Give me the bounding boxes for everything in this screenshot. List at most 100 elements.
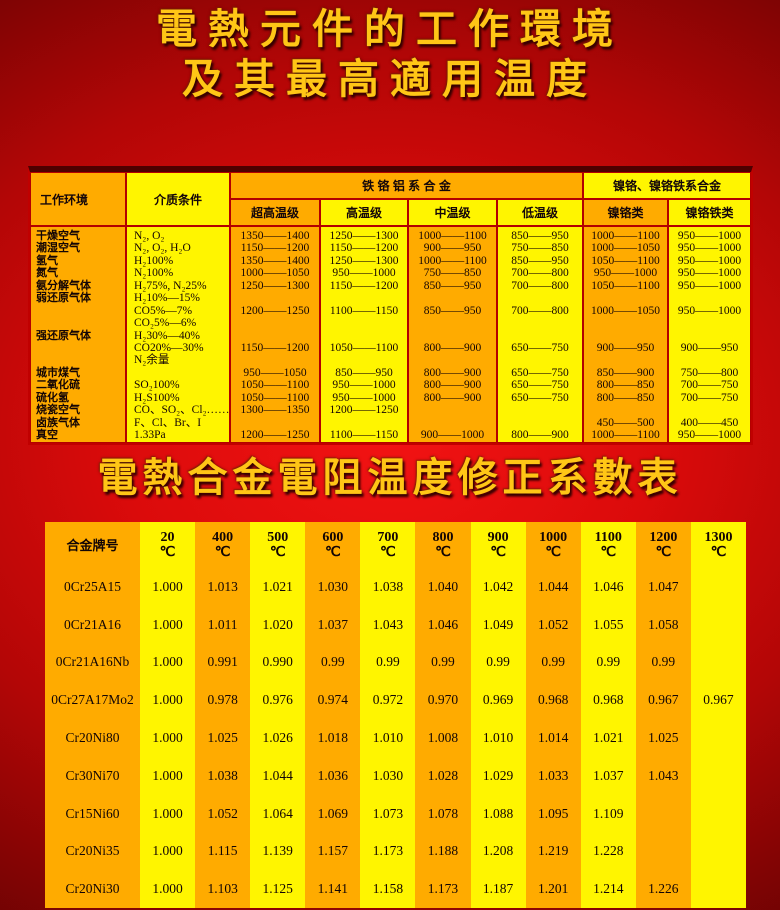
env-table-cell: 氨分解气体 xyxy=(36,279,91,292)
env-table-cell: N₂100% xyxy=(134,267,174,280)
coefficient-table-title: 電熱合金電阻温度修正系數表 xyxy=(97,454,683,501)
coeff-table-cell: 0.99 xyxy=(360,643,416,682)
env-table-cell xyxy=(231,292,319,304)
env-table-cell xyxy=(498,330,582,342)
env-table-cell: 950——1000 xyxy=(677,279,742,292)
env-table-cell: 氢气 xyxy=(36,254,58,267)
env-table-cell xyxy=(498,354,582,366)
coeff-table-cell: 1.115 xyxy=(195,832,251,871)
coeff-table-cell: 1.000 xyxy=(140,605,196,644)
env-table-cell: 1250——1300 xyxy=(329,254,399,267)
env-table-cell xyxy=(498,404,582,416)
coeff-table-cell xyxy=(690,756,746,795)
env-table-cell: 950——1000 xyxy=(677,304,742,317)
coeff-table-cell: 1.020 xyxy=(250,605,306,644)
coeff-table-cell: 1.025 xyxy=(195,719,251,757)
temp-value: 1100 xyxy=(594,530,622,545)
env-table-cell: 1200——1250 xyxy=(329,404,399,417)
coeff-table-cell: 1.103 xyxy=(195,870,251,908)
coeff-table-cell: 1.058 xyxy=(635,605,691,644)
temp-value: 1200 xyxy=(649,530,678,545)
temp-unit: ℃ xyxy=(435,545,451,560)
env-table-cell: 1100——1150 xyxy=(329,304,399,317)
env-table-cell xyxy=(321,317,407,329)
env-table-cell xyxy=(498,317,582,329)
coeff-table-cell: 0.990 xyxy=(250,643,306,682)
env-table-cell: 卤族气体 xyxy=(36,416,80,429)
coeff-table-cell: 1.000 xyxy=(140,832,196,871)
env-table-cell: 1300——1350 xyxy=(240,404,310,417)
coeff-table-header-alloy: 合金牌号 xyxy=(45,522,140,568)
env-table-cell: 1000——1050 xyxy=(591,304,660,317)
temp-unit: ℃ xyxy=(545,545,562,560)
env-table-cell: 1000——1100 xyxy=(591,429,660,441)
coeff-table-cell xyxy=(635,832,691,871)
env-table-cell xyxy=(31,354,125,366)
env-table-cell: 二氧化硫 xyxy=(36,379,80,392)
coeff-table-alloy-name: 0Cr25A15 xyxy=(45,568,140,606)
coeff-table-header-temp-1000: 1000 ℃ xyxy=(525,522,581,568)
env-table-subheader-nicrfe: 镍铬铁类 xyxy=(669,200,750,225)
coeff-table-cell: 0.978 xyxy=(195,681,251,720)
env-table-cell: 700——750 xyxy=(680,391,739,404)
coeff-table-cell: 0.99 xyxy=(415,643,471,682)
coeff-table-cell: 1.201 xyxy=(525,870,581,908)
coeff-table-cell: 1.044 xyxy=(525,568,581,606)
env-table-cell: 1050——1100 xyxy=(240,391,310,404)
env-table-cell: 750——800 xyxy=(680,366,739,379)
coeff-table-header-temp-700: 700 ℃ xyxy=(360,522,416,568)
env-table-cell: 硫化氢 xyxy=(36,391,69,404)
env-table-cell: 弱还原气体 xyxy=(36,292,91,305)
coeff-table-alloy-name: Cr20Ni80 xyxy=(45,719,140,757)
coeff-table-cell: 1.088 xyxy=(470,794,526,833)
env-table-header-medium: 介质条件 xyxy=(127,173,229,225)
coeff-table-cell: 1.000 xyxy=(140,643,196,682)
env-table-cell: 950——1000 xyxy=(677,267,742,280)
coeff-table-cell: 1.214 xyxy=(580,870,636,908)
coeff-table-cell xyxy=(690,643,746,682)
env-table-cell xyxy=(321,292,407,304)
coeff-table-header-temp-800: 800 ℃ xyxy=(415,522,471,568)
env-table-header-environment: 工作环境 xyxy=(31,173,125,225)
coeff-table-cell: 1.030 xyxy=(360,756,416,795)
env-table-cell: 400——450 xyxy=(680,416,739,429)
coeff-table-cell: 1.018 xyxy=(305,719,361,757)
coeff-table-cell: 1.044 xyxy=(250,756,306,795)
env-table-cell xyxy=(584,404,667,416)
coeff-table-cell: 0.970 xyxy=(415,681,471,720)
env-table-cell: 1350——1400 xyxy=(240,230,310,242)
temp-unit: ℃ xyxy=(710,545,727,560)
temp-value: 400 xyxy=(212,530,234,545)
env-table-cell: 950——1000 xyxy=(332,379,396,392)
env-table-cell xyxy=(584,330,667,342)
coeff-table-cell: 1.173 xyxy=(360,832,416,871)
coeff-table-cell: 1.040 xyxy=(415,568,471,606)
env-table-cell: 1050——1100 xyxy=(329,341,399,354)
coeff-table-cell: 1.030 xyxy=(305,568,361,606)
coeff-table-cell: 0.99 xyxy=(305,643,361,682)
env-table-cell: 1050——1100 xyxy=(591,254,660,267)
env-table-cell: 潮湿空气 xyxy=(36,242,80,255)
coeff-table-cell: 1.000 xyxy=(140,681,196,720)
coeff-table-cell: 1.046 xyxy=(415,605,471,644)
env-table-cell: 1350——1400 xyxy=(240,254,310,267)
env-table-cell xyxy=(669,292,750,304)
coeff-table-cell: 1.038 xyxy=(360,568,416,606)
coeff-table-cell: 1.208 xyxy=(470,832,526,871)
env-table-cell: CO20%—30% xyxy=(134,341,204,354)
env-table-cell xyxy=(409,404,496,416)
env-table-cell xyxy=(498,292,582,304)
coeff-table-cell: 1.069 xyxy=(305,794,361,833)
env-table-cell xyxy=(231,330,319,342)
env-table-cell xyxy=(409,417,496,429)
env-table-cell: 1000——1050 xyxy=(240,267,310,280)
env-table-cell: 700——800 xyxy=(511,304,569,317)
coeff-table-cell: 1.073 xyxy=(360,794,416,833)
resistance-correction-coefficient-table: 合金牌号 20 ℃ 400 ℃ 500 ℃ 600 ℃ 700 ℃ 800 ℃ 900 ℃ 1000 ℃ 1100… xyxy=(45,522,746,908)
coeff-table-cell: 1.046 xyxy=(580,568,636,606)
env-table-cell: 800——900 xyxy=(423,366,482,379)
coeff-table-header-temp-1100: 1100 ℃ xyxy=(580,522,636,568)
env-table-cell xyxy=(231,417,319,429)
coeff-table-cell: 0.991 xyxy=(195,643,251,682)
coeff-table-cell: 0.99 xyxy=(470,643,526,682)
